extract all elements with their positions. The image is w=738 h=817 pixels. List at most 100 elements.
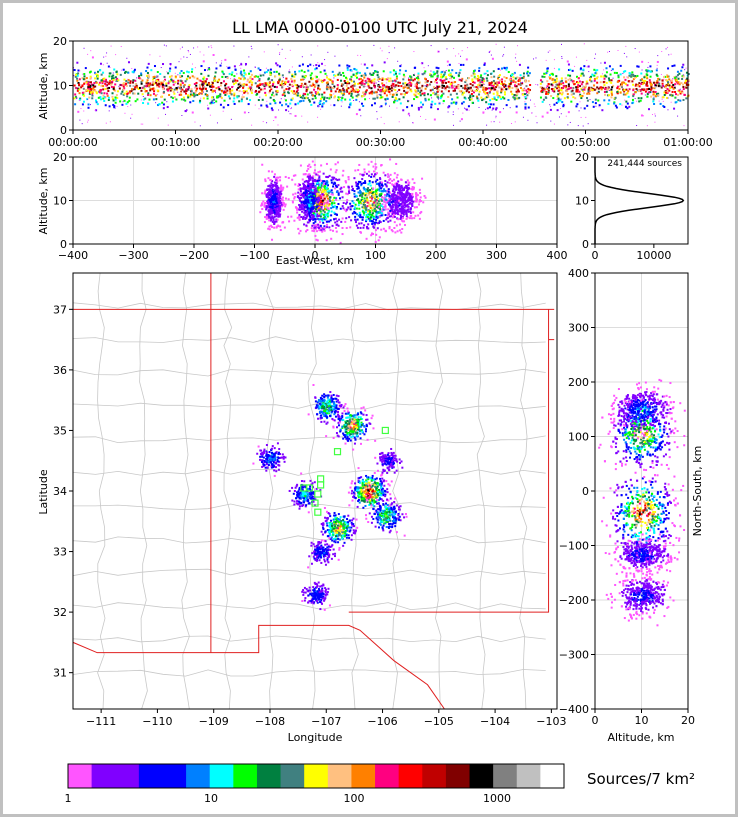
time-height-point	[455, 101, 458, 104]
ew-point	[396, 210, 399, 213]
time-height-point	[280, 82, 283, 85]
time-height-point	[298, 70, 301, 73]
ew-point	[375, 199, 378, 202]
time-height-point	[128, 99, 131, 102]
time-height-point	[137, 92, 140, 95]
time-height-point	[266, 122, 268, 124]
time-height-point	[389, 71, 392, 74]
time-height-point	[539, 86, 542, 89]
time-height-point	[238, 85, 241, 88]
ew-point	[335, 178, 338, 181]
time-height-point	[511, 93, 514, 96]
time-height-point	[628, 105, 631, 108]
time-height-point	[123, 78, 126, 81]
ew-point	[339, 241, 342, 244]
time-height-point	[376, 111, 378, 113]
time-height-point	[321, 96, 324, 99]
time-height-point	[599, 81, 602, 84]
time-height-point	[321, 80, 323, 82]
time-height-point	[189, 93, 192, 96]
time-height-point	[90, 85, 93, 88]
time-height-point	[90, 50, 92, 52]
ew-point	[385, 201, 388, 204]
time-height-point	[303, 70, 306, 73]
time-height-point	[497, 81, 500, 84]
ew-point	[325, 162, 328, 165]
time-height-point	[251, 78, 254, 81]
time-height-point	[157, 94, 159, 96]
time-height-point	[317, 87, 320, 90]
time-height-point	[510, 74, 513, 77]
ew-point	[268, 213, 271, 216]
time-height-point	[225, 87, 228, 90]
time-height-point	[453, 84, 456, 87]
time-height-point	[666, 87, 669, 90]
time-height-point	[216, 81, 219, 84]
ew-point	[276, 209, 279, 212]
time-height-point	[371, 73, 374, 76]
time-height-point	[270, 88, 273, 91]
time-height-point	[373, 91, 376, 94]
ew-point	[328, 220, 331, 223]
time-height-point	[438, 102, 441, 105]
time-height-point	[466, 83, 469, 86]
time-height-point	[468, 98, 471, 101]
time-height-point	[685, 97, 688, 100]
xtick-label: 00:40:00	[458, 136, 507, 149]
ew-point	[317, 223, 320, 226]
time-height-point	[77, 82, 80, 85]
time-height-point	[665, 48, 667, 50]
time-height-point	[212, 98, 215, 101]
time-height-point	[317, 78, 320, 81]
time-height-point	[125, 102, 128, 105]
ew-point	[381, 214, 384, 217]
ew-point	[297, 191, 300, 194]
ew-point	[339, 197, 342, 200]
time-height-point	[210, 45, 212, 47]
time-height-point	[476, 86, 479, 89]
time-height-point	[211, 103, 213, 105]
time-height-point	[147, 102, 150, 105]
time-height-point	[645, 70, 647, 72]
time-height-point	[383, 123, 385, 125]
ew-point	[315, 230, 318, 233]
time-height-point	[450, 84, 453, 87]
time-height-point	[112, 78, 115, 81]
time-height-point	[609, 90, 611, 92]
ew-point	[394, 182, 397, 185]
ew-point	[322, 213, 325, 216]
time-height-point	[338, 98, 341, 101]
time-height-point	[368, 78, 371, 81]
time-height-point	[104, 82, 107, 85]
time-height-point	[640, 97, 643, 100]
time-height-point	[413, 66, 416, 69]
time-height-point	[355, 113, 358, 116]
time-height-point	[151, 88, 154, 91]
ew-point	[323, 225, 326, 228]
ew-point	[401, 220, 404, 223]
time-height-point	[624, 70, 627, 73]
time-height-point	[470, 74, 473, 77]
time-height-point	[622, 93, 625, 96]
time-height-point	[237, 95, 240, 98]
time-height-point	[419, 91, 422, 94]
time-height-point	[85, 81, 87, 83]
time-height-point	[275, 62, 278, 65]
ew-point	[313, 202, 316, 205]
ew-point	[333, 202, 336, 205]
time-height-point	[603, 77, 606, 80]
time-height-point	[346, 45, 348, 47]
time-height-point	[373, 97, 376, 100]
time-height-point	[87, 85, 90, 88]
time-height-point	[232, 79, 235, 82]
time-height-point	[96, 103, 99, 106]
ew-point	[314, 207, 317, 210]
time-height-point	[656, 92, 659, 95]
time-height-point	[313, 85, 316, 88]
time-height-point	[353, 67, 356, 70]
time-height-point	[623, 88, 626, 91]
time-height-point	[404, 69, 407, 72]
ew-point	[304, 193, 307, 196]
time-height-point	[251, 48, 253, 50]
time-height-point	[73, 97, 76, 100]
